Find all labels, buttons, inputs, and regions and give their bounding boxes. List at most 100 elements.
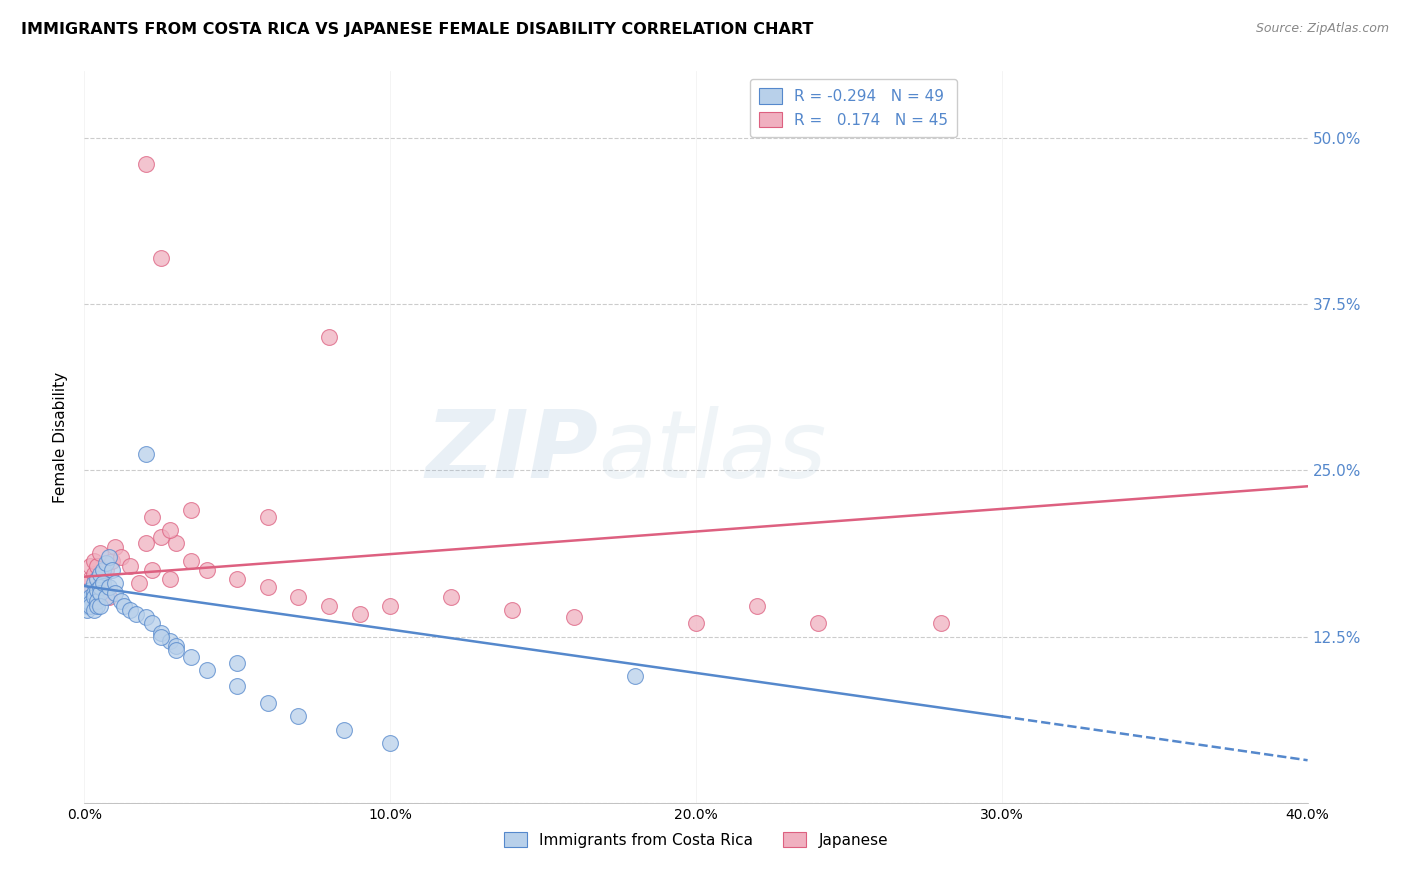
Point — [101, 563, 124, 577]
Text: Source: ZipAtlas.com: Source: ZipAtlas.com — [1256, 22, 1389, 36]
Point — [79, 573, 101, 587]
Point — [135, 536, 157, 550]
Point — [86, 593, 108, 607]
Point — [502, 603, 524, 617]
Point — [86, 573, 108, 587]
Point — [159, 573, 181, 587]
Point — [135, 447, 157, 461]
Point — [89, 580, 111, 594]
Point — [149, 625, 172, 640]
Point — [159, 633, 181, 648]
Point — [91, 563, 114, 577]
Point — [83, 590, 105, 604]
Point — [89, 546, 111, 560]
Point — [112, 599, 135, 613]
Point — [349, 607, 371, 621]
Point — [624, 669, 647, 683]
Point — [159, 523, 181, 537]
Point — [149, 251, 172, 265]
Point — [110, 549, 132, 564]
Point — [380, 599, 402, 613]
Point — [120, 603, 142, 617]
Point — [110, 593, 132, 607]
Point — [79, 582, 101, 597]
Point — [165, 639, 187, 653]
Point — [89, 580, 111, 594]
Point — [165, 643, 187, 657]
Point — [128, 576, 150, 591]
Y-axis label: Female Disability: Female Disability — [53, 371, 69, 503]
Point — [562, 609, 585, 624]
Point — [104, 585, 127, 599]
Point — [180, 503, 202, 517]
Point — [97, 590, 120, 604]
Point — [97, 580, 120, 594]
Legend: Immigrants from Costa Rica, Japanese: Immigrants from Costa Rica, Japanese — [498, 825, 894, 854]
Point — [195, 563, 218, 577]
Point — [195, 663, 218, 677]
Point — [226, 679, 249, 693]
Point — [86, 599, 108, 613]
Point — [89, 567, 111, 582]
Point — [257, 580, 280, 594]
Point — [180, 649, 202, 664]
Point — [120, 559, 142, 574]
Point — [89, 585, 111, 599]
Point — [287, 709, 309, 723]
Point — [89, 599, 111, 613]
Point — [76, 593, 98, 607]
Point — [76, 603, 98, 617]
Point — [165, 536, 187, 550]
Point — [440, 590, 463, 604]
Point — [83, 585, 105, 599]
Point — [226, 573, 249, 587]
Point — [318, 330, 340, 344]
Point — [76, 576, 98, 591]
Point — [287, 590, 309, 604]
Text: atlas: atlas — [598, 406, 827, 497]
Point — [747, 599, 769, 613]
Point — [180, 554, 202, 568]
Text: ZIP: ZIP — [425, 406, 598, 498]
Point — [83, 576, 105, 591]
Point — [79, 599, 101, 613]
Point — [141, 616, 163, 631]
Point — [104, 576, 127, 591]
Point — [83, 603, 105, 617]
Point — [101, 554, 124, 568]
Point — [685, 616, 707, 631]
Point — [149, 530, 172, 544]
Point — [94, 590, 117, 604]
Point — [91, 570, 114, 584]
Point — [257, 509, 280, 524]
Point — [79, 559, 101, 574]
Point — [83, 567, 105, 582]
Point — [318, 599, 340, 613]
Point — [79, 596, 101, 610]
Point — [104, 541, 127, 555]
Point — [91, 576, 114, 591]
Point — [86, 590, 108, 604]
Point — [149, 630, 172, 644]
Point — [141, 509, 163, 524]
Point — [380, 736, 402, 750]
Point — [79, 590, 101, 604]
Point — [929, 616, 952, 631]
Point — [94, 563, 117, 577]
Text: IMMIGRANTS FROM COSTA RICA VS JAPANESE FEMALE DISABILITY CORRELATION CHART: IMMIGRANTS FROM COSTA RICA VS JAPANESE F… — [21, 22, 814, 37]
Point — [807, 616, 830, 631]
Point — [86, 559, 108, 574]
Point — [86, 582, 108, 597]
Point — [141, 563, 163, 577]
Point — [125, 607, 148, 621]
Point — [226, 656, 249, 670]
Point — [76, 599, 98, 613]
Point — [135, 157, 157, 171]
Point — [333, 723, 356, 737]
Point — [97, 549, 120, 564]
Point — [257, 696, 280, 710]
Point — [94, 557, 117, 571]
Point — [76, 585, 98, 599]
Point — [135, 609, 157, 624]
Point — [83, 554, 105, 568]
